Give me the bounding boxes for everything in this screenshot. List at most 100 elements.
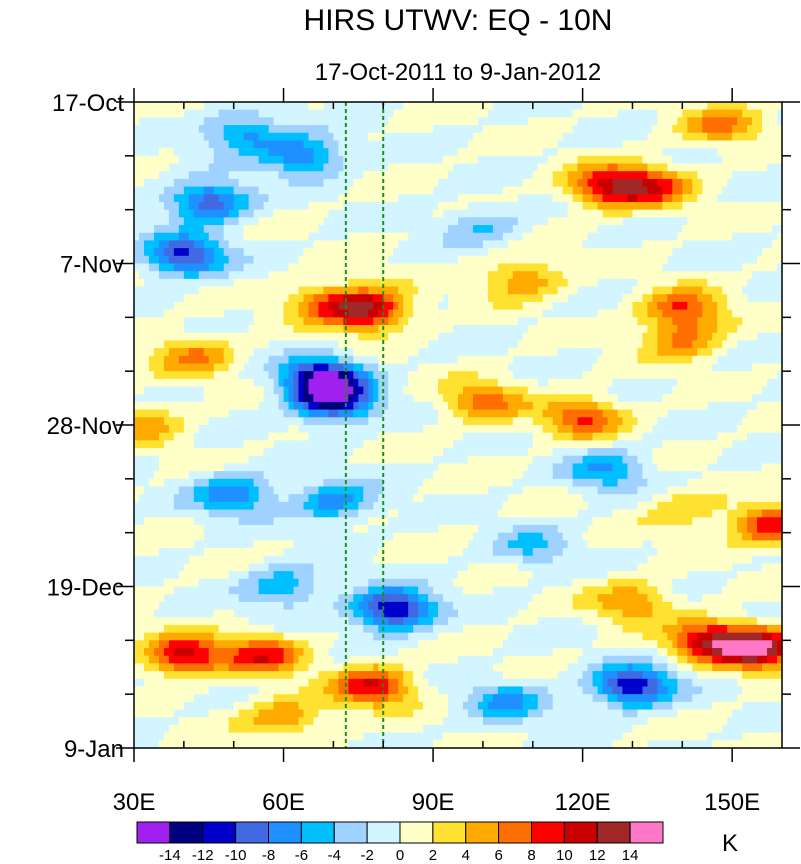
heatmap-cell <box>433 240 439 249</box>
heatmap-cell <box>767 371 773 380</box>
heatmap-cell <box>143 117 150 126</box>
heatmap-cell <box>373 317 379 326</box>
heatmap-cell <box>537 194 544 203</box>
heatmap-cell <box>208 278 215 288</box>
heatmap-cell <box>393 263 399 272</box>
heatmap-cell <box>477 217 484 226</box>
heatmap-cell <box>562 132 569 142</box>
heatmap-cell <box>622 117 629 126</box>
heatmap-cell <box>472 271 479 280</box>
heatmap-cell <box>517 117 524 126</box>
heatmap-cell <box>532 371 539 380</box>
heatmap-cell <box>757 109 763 118</box>
heatmap-cell <box>547 225 554 234</box>
heatmap-cell <box>472 155 479 165</box>
heatmap-cell <box>552 132 559 142</box>
heatmap-cell <box>627 286 634 295</box>
heatmap-cell <box>143 371 150 380</box>
heatmap-cell <box>682 171 688 180</box>
heatmap-cell <box>647 317 653 326</box>
heatmap-cell <box>173 278 180 288</box>
heatmap-cell <box>323 140 329 149</box>
heatmap-cell <box>467 340 474 349</box>
heatmap-cell <box>767 194 773 203</box>
heatmap-cell <box>547 132 554 142</box>
heatmap-cell <box>747 132 753 142</box>
heatmap-cell <box>577 340 584 349</box>
heatmap-cell <box>263 271 270 280</box>
heatmap-cell <box>577 225 584 234</box>
heatmap-cell <box>777 109 783 118</box>
heatmap-cell <box>542 348 549 357</box>
heatmap-cell <box>388 348 394 357</box>
heatmap-cell <box>213 240 220 249</box>
heatmap-cell <box>477 248 484 257</box>
heatmap-cell <box>622 155 629 165</box>
heatmap-cell <box>393 209 399 218</box>
heatmap-cell <box>707 117 713 126</box>
heatmap-cell <box>253 148 260 157</box>
heatmap-cell <box>238 155 245 165</box>
heatmap-cell <box>273 194 280 203</box>
heatmap-cell <box>448 232 454 242</box>
heatmap-cell <box>472 348 479 357</box>
heatmap-cell <box>453 186 459 195</box>
heatmap-cell <box>612 240 619 249</box>
heatmap-cell <box>134 255 140 265</box>
heatmap-cell <box>303 171 310 180</box>
heatmap-cell <box>278 363 285 372</box>
heatmap-cell <box>448 140 454 149</box>
heatmap-cell <box>218 355 225 365</box>
heatmap-cell <box>507 132 514 142</box>
heatmap-cell <box>388 309 394 318</box>
heatmap-cell <box>348 363 354 372</box>
heatmap-cell <box>418 186 424 195</box>
heatmap-cell <box>677 155 683 165</box>
heatmap-cell <box>762 286 768 295</box>
heatmap-cell <box>477 278 484 288</box>
heatmap-cell <box>557 278 564 288</box>
heatmap-cell <box>413 163 419 172</box>
heatmap-cell <box>218 286 225 295</box>
heatmap-cell <box>178 394 185 403</box>
heatmap-cell <box>532 240 539 249</box>
heatmap-cell <box>263 132 270 142</box>
heatmap-cell <box>413 194 419 203</box>
heatmap-cell <box>747 271 753 280</box>
heatmap-cell <box>492 332 499 341</box>
heatmap-cell <box>408 109 414 118</box>
heatmap-cell <box>767 348 773 357</box>
heatmap-cell <box>512 317 519 326</box>
heatmap-cell <box>552 348 559 357</box>
heatmap-cell <box>692 102 698 111</box>
heatmap-cell <box>398 286 404 295</box>
heatmap-cell <box>428 301 434 311</box>
heatmap-cell <box>722 263 728 272</box>
heatmap-cell <box>477 301 484 311</box>
heatmap-cell <box>762 186 768 195</box>
heatmap-cell <box>642 186 649 195</box>
heatmap-cell <box>742 348 748 357</box>
heatmap-cell <box>413 140 419 149</box>
heatmap-cell <box>273 317 280 326</box>
heatmap-cell <box>612 117 619 126</box>
heatmap-cell <box>163 186 170 195</box>
heatmap-cell <box>163 117 170 126</box>
heatmap-cell <box>552 201 559 211</box>
heatmap-cell <box>363 294 369 303</box>
heatmap-cell <box>408 371 414 380</box>
heatmap-cell <box>702 363 708 372</box>
heatmap-cell <box>173 317 180 326</box>
heatmap-cell <box>507 171 514 180</box>
heatmap-cell <box>258 255 265 265</box>
heatmap-cell <box>303 317 310 326</box>
heatmap-cell <box>188 294 195 303</box>
heatmap-cell <box>433 325 439 334</box>
heatmap-cell <box>542 340 549 349</box>
heatmap-cell <box>313 309 320 318</box>
heatmap-cell <box>143 201 150 211</box>
heatmap-cell <box>497 178 504 188</box>
heatmap-cell <box>383 132 389 142</box>
heatmap-cell <box>233 325 240 334</box>
heatmap-cell <box>517 386 524 395</box>
